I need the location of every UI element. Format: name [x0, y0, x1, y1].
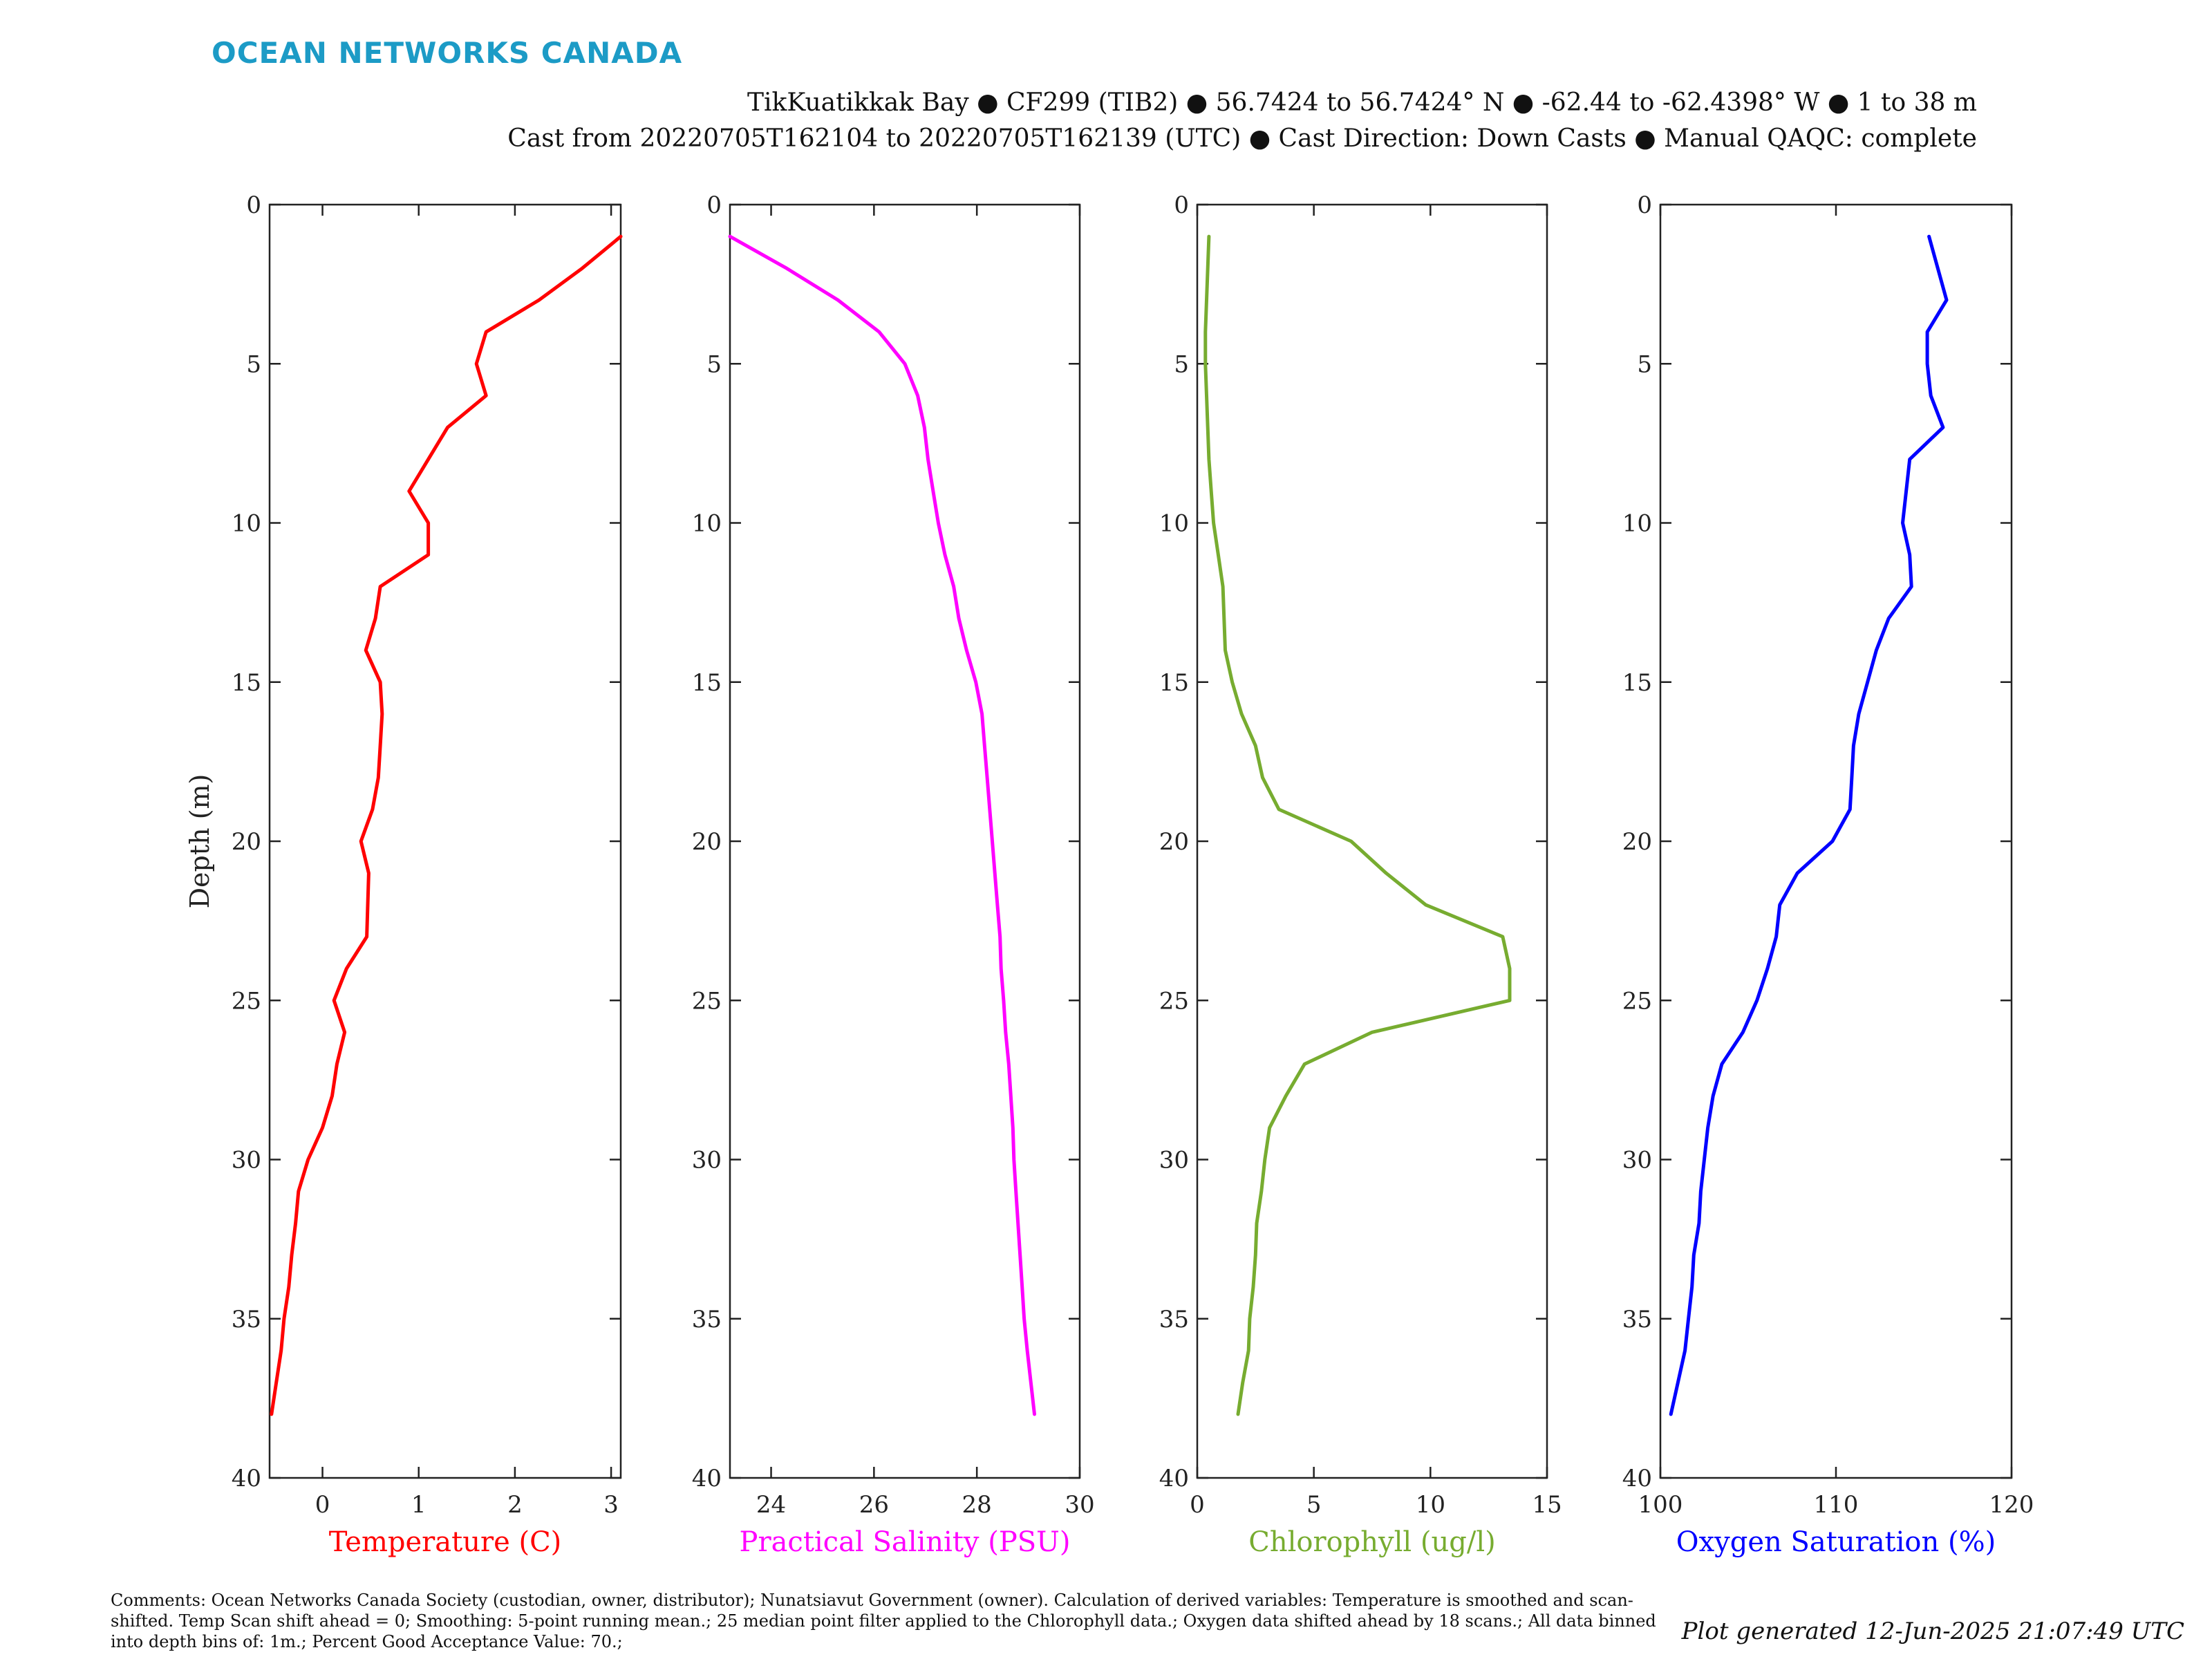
y-tick-label: 35 [232, 1306, 261, 1333]
x-tick-label: 120 [1989, 1491, 2034, 1519]
y-tick-label: 15 [232, 669, 261, 697]
y-tick-label: 30 [1622, 1147, 1652, 1174]
plot-frame-3 [1659, 203, 2013, 1479]
y-tick-label: 15 [1622, 669, 1652, 697]
y-tick-label: 20 [692, 828, 722, 856]
y-tick-label: 0 [1174, 191, 1189, 219]
y-tick-label: 15 [692, 669, 722, 697]
y-tick-label: 30 [692, 1147, 722, 1174]
x-tick-label: 10 [1416, 1491, 1445, 1519]
x-tick-label: 28 [962, 1491, 992, 1519]
y-tick-label: 5 [706, 350, 722, 378]
profile-line-2 [1203, 234, 1512, 1416]
y-tick-label: 35 [1622, 1306, 1652, 1333]
y-tick-label: 10 [232, 510, 261, 538]
y-tick-label: 40 [692, 1465, 722, 1492]
y-tick-label: 35 [1159, 1306, 1189, 1333]
profile-line-3 [1669, 234, 1949, 1416]
y-tick-label: 0 [1637, 191, 1652, 219]
plot-header-cast: Cast from 20220705T162104 to 20220705T16… [507, 124, 1977, 153]
y-tick-label: 20 [1159, 828, 1189, 856]
x-tick-label: 30 [1065, 1491, 1094, 1519]
x-axis-label: Oxygen Saturation (%) [1676, 1526, 1996, 1558]
y-tick-label: 10 [1159, 510, 1189, 538]
y-tick-label: 25 [1159, 987, 1189, 1015]
x-tick-label: 100 [1638, 1491, 1683, 1519]
y-tick-label: 30 [1159, 1147, 1189, 1174]
y-tick-label: 25 [1622, 987, 1652, 1015]
y-tick-label: 15 [1159, 669, 1189, 697]
y-tick-label: 10 [692, 510, 722, 538]
x-tick-label: 24 [756, 1491, 786, 1519]
y-tick-label: 20 [1622, 828, 1652, 856]
x-tick-label: 1 [411, 1491, 427, 1519]
x-axis-label: Chlorophyll (ug/l) [1248, 1526, 1496, 1558]
x-tick-label: 110 [1814, 1491, 1859, 1519]
y-tick-label: 35 [692, 1306, 722, 1333]
y-tick-label: 30 [232, 1147, 261, 1174]
y-tick-label: 25 [232, 987, 261, 1015]
x-tick-label: 0 [315, 1491, 330, 1519]
y-tick-label: 0 [706, 191, 722, 219]
y-tick-label: 40 [1159, 1465, 1189, 1492]
plot-header-location: TikKuatikkak Bay ● CF299 (TIB2) ● 56.742… [747, 88, 1977, 117]
y-tick-label: 40 [232, 1465, 261, 1492]
x-tick-label: 0 [1190, 1491, 1205, 1519]
x-axis-label: Temperature (C) [329, 1526, 562, 1558]
comments-text: Comments: Ocean Networks Canada Society … [111, 1591, 1656, 1651]
y-axis-label: Depth (m) [185, 774, 215, 909]
profile-line-0 [270, 234, 623, 1416]
plot-generated-timestamp: Plot generated 12-Jun-2025 21:07:49 UTC [1681, 1618, 2184, 1645]
y-tick-label: 40 [1622, 1465, 1652, 1492]
y-tick-label: 0 [246, 191, 261, 219]
x-tick-label: 2 [507, 1491, 523, 1519]
y-tick-label: 25 [692, 987, 722, 1015]
y-tick-label: 5 [1174, 350, 1189, 378]
x-tick-label: 3 [603, 1491, 619, 1519]
x-axis-label: Practical Salinity (PSU) [740, 1526, 1071, 1558]
x-tick-label: 5 [1306, 1491, 1322, 1519]
x-tick-label: 26 [859, 1491, 889, 1519]
y-tick-label: 5 [246, 350, 261, 378]
plot-frame-0 [268, 203, 622, 1479]
plot-frame-1 [729, 203, 1081, 1479]
brand-logo-text: OCEAN NETWORKS CANADA [212, 36, 683, 70]
y-tick-label: 20 [232, 828, 261, 856]
y-tick-label: 10 [1622, 510, 1652, 538]
profile-line-1 [728, 234, 1036, 1416]
plot-frame-2 [1196, 203, 1548, 1479]
x-tick-label: 15 [1532, 1491, 1562, 1519]
y-tick-label: 5 [1637, 350, 1652, 378]
